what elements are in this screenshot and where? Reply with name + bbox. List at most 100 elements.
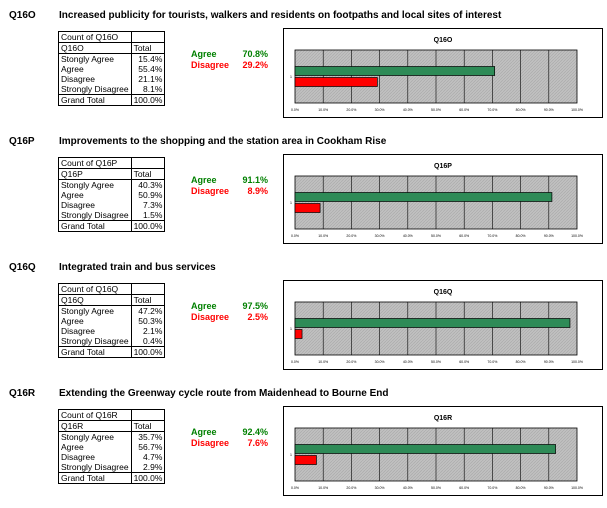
- chart-box: Q16R 0.0% 10.0% 20.0% 30.0% 40.0% 50.0% 60.0% 70…: [283, 406, 603, 496]
- response-label: Agree: [58, 316, 132, 326]
- response-label: Disagree: [58, 74, 132, 84]
- pivot-table: Count of Q16O Q16O Total Stongly Agree 15.…: [58, 31, 166, 106]
- x-tick-label: 0.0%: [291, 486, 299, 490]
- x-tick-label: 10.0%: [318, 108, 328, 112]
- x-tick-label: 30.0%: [375, 234, 385, 238]
- response-label: Stongly Agree: [58, 53, 132, 64]
- question-section-q16o: Q16O Increased publicity for tourists, w…: [0, 10, 607, 130]
- grand-total-value: 100.0%: [131, 94, 165, 106]
- row-header: Q16Q: [58, 294, 132, 306]
- x-tick-label: 50.0%: [431, 360, 441, 364]
- y-tick-label: 1: [290, 201, 292, 205]
- question-section-q16p: Q16P Improvements to the shopping and th…: [0, 136, 607, 256]
- response-value: 8.1%: [143, 84, 163, 94]
- x-tick-label: 20.0%: [346, 486, 356, 490]
- disagree-bar: [294, 77, 378, 87]
- grand-total-value: 100.0%: [131, 346, 165, 358]
- disagree-bar: [294, 203, 321, 213]
- y-tick-label: 1: [290, 453, 292, 457]
- x-tick-label: 30.0%: [375, 360, 385, 364]
- response-value: 0.4%: [143, 336, 163, 346]
- chart-title: Q16Q: [434, 289, 453, 296]
- chart-box: Q16P 0.0% 10.0% 20.0% 30.0% 40.0% 50.0% 60.0% 70…: [283, 154, 603, 244]
- disagree-summary-value: 8.9%: [247, 186, 268, 196]
- x-tick-label: 80.0%: [516, 486, 526, 490]
- grand-total-label: Grand Total: [58, 472, 132, 484]
- response-label: Stongly Agree: [58, 179, 132, 190]
- x-tick-label: 50.0%: [431, 486, 441, 490]
- chart-title: Q16O: [434, 37, 453, 44]
- question-id: Q16P: [9, 136, 35, 147]
- x-tick-label: 20.0%: [346, 108, 356, 112]
- x-tick-label: 0.0%: [291, 360, 299, 364]
- response-label: Strongly Disagree: [58, 210, 132, 221]
- response-value: 35.7%: [138, 432, 163, 442]
- question-title: Extending the Greenway cycle route from …: [59, 388, 389, 399]
- x-tick-label: 40.0%: [403, 486, 413, 490]
- x-tick-label: 10.0%: [318, 486, 328, 490]
- agree-bar: [294, 318, 571, 328]
- response-label: Strongly Disagree: [58, 84, 132, 95]
- response-label: Agree: [58, 442, 132, 452]
- count-header: Count of Q16R: [58, 409, 132, 421]
- x-tick-label: 90.0%: [544, 486, 554, 490]
- x-tick-label: 40.0%: [403, 108, 413, 112]
- x-tick-label: 100.0%: [571, 108, 583, 112]
- response-label: Disagree: [58, 200, 132, 210]
- agree-summary-value: 70.8%: [242, 49, 268, 59]
- bar-chart: Q16R 0.0% 10.0% 20.0% 30.0% 40.0% 50.0% 60.0% 70…: [290, 415, 583, 490]
- x-tick-label: 20.0%: [346, 360, 356, 364]
- grand-total-value: 100.0%: [131, 220, 165, 232]
- x-tick-label: 80.0%: [516, 360, 526, 364]
- x-tick-label: 90.0%: [544, 234, 554, 238]
- question-section-q16r: Q16R Extending the Greenway cycle route …: [0, 388, 607, 508]
- total-header: Total: [131, 168, 165, 180]
- x-tick-label: 10.0%: [318, 360, 328, 364]
- x-tick-label: 40.0%: [403, 234, 413, 238]
- response-value: 4.7%: [143, 452, 163, 462]
- row-header: Q16O: [58, 42, 132, 54]
- x-tick-label: 60.0%: [459, 234, 469, 238]
- x-tick-label: 30.0%: [375, 108, 385, 112]
- x-tick-label: 30.0%: [375, 486, 385, 490]
- disagree-bar: [294, 455, 317, 465]
- response-label: Strongly Disagree: [58, 462, 132, 473]
- agree-summary-value: 97.5%: [242, 301, 268, 311]
- question-id: Q16R: [9, 388, 36, 399]
- x-tick-label: 70.0%: [487, 234, 497, 238]
- question-title: Increased publicity for tourists, walker…: [59, 10, 502, 21]
- x-tick-label: 20.0%: [346, 234, 356, 238]
- response-value: 1.5%: [143, 210, 163, 220]
- count-header: Count of Q16P: [58, 157, 132, 169]
- disagree-summary-label: Disagree: [191, 60, 230, 70]
- x-tick-label: 0.0%: [291, 234, 299, 238]
- grand-total-label: Grand Total: [58, 94, 132, 106]
- x-tick-label: 60.0%: [459, 108, 469, 112]
- response-label: Stongly Agree: [58, 305, 132, 316]
- x-tick-label: 10.0%: [318, 234, 328, 238]
- grand-total-label: Grand Total: [58, 346, 132, 358]
- chart-title: Q16R: [434, 415, 452, 422]
- disagree-summary-value: 7.6%: [247, 438, 268, 448]
- agree-summary-value: 92.4%: [242, 427, 268, 437]
- y-tick-label: 1: [290, 75, 292, 79]
- x-tick-label: 60.0%: [459, 360, 469, 364]
- x-tick-label: 70.0%: [487, 108, 497, 112]
- question-title: Improvements to the shopping and the sta…: [59, 136, 387, 147]
- response-value: 50.9%: [138, 190, 163, 200]
- x-tick-label: 0.0%: [291, 108, 299, 112]
- agree-summary-label: Agree: [191, 175, 217, 185]
- response-value: 21.1%: [138, 74, 163, 84]
- response-value: 55.4%: [138, 64, 163, 74]
- x-tick-label: 50.0%: [431, 234, 441, 238]
- response-value: 40.3%: [138, 180, 163, 190]
- response-value: 7.3%: [143, 200, 163, 210]
- disagree-summary-value: 2.5%: [247, 312, 268, 322]
- chart-title: Q16P: [434, 163, 452, 170]
- x-tick-label: 70.0%: [487, 486, 497, 490]
- grand-total-label: Grand Total: [58, 220, 132, 232]
- response-value: 15.4%: [138, 54, 163, 64]
- pivot-table: Count of Q16Q Q16Q Total Stongly Agree 47.…: [58, 283, 166, 358]
- x-tick-label: 40.0%: [403, 360, 413, 364]
- response-value: 2.9%: [143, 462, 163, 472]
